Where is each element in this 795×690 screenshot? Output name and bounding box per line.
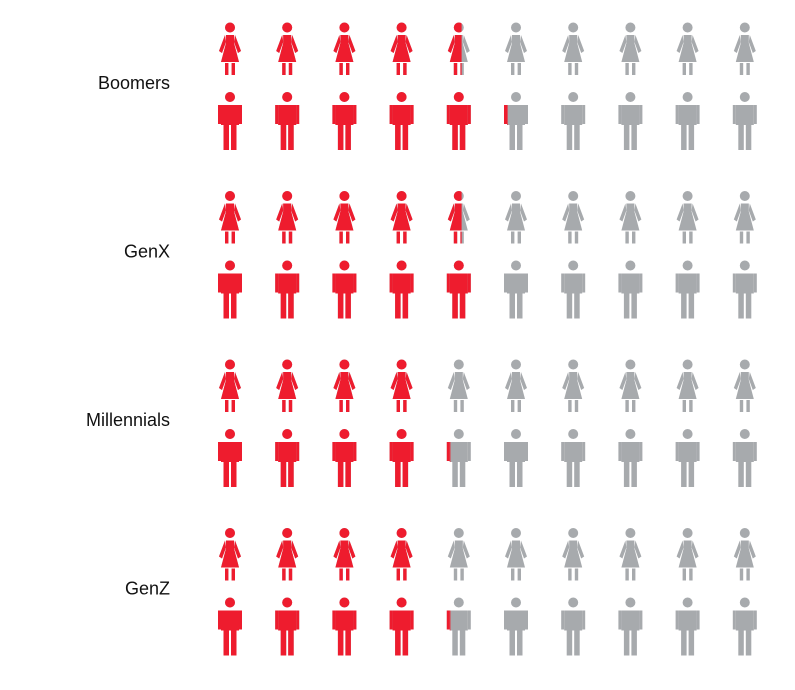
genz-man-icon-6	[504, 597, 528, 656]
millennials-woman-icon-1	[219, 359, 241, 412]
genx-woman-icon-3	[333, 191, 356, 244]
boomers-woman-icon-8	[619, 22, 642, 75]
genx-man-icon-1	[218, 260, 242, 319]
millennials-woman-icon-6	[505, 359, 527, 412]
boomers-man-icon-4	[389, 92, 414, 150]
boomers-woman-icon-7	[562, 22, 585, 75]
boomers-man-icon-3	[332, 92, 357, 150]
millennials-man-icon-1	[218, 429, 242, 487]
genx-man-icon-10	[732, 260, 757, 319]
genz-man-icon-8	[618, 597, 643, 656]
genx-man-icon-5	[446, 260, 471, 319]
genx-woman-icon-10	[733, 191, 756, 244]
genz-woman-icon-3	[333, 528, 356, 581]
genx-man-icon-8	[618, 260, 643, 319]
millennials-woman-icon-8	[619, 359, 642, 412]
genz-woman-icon-2	[276, 528, 299, 581]
millennials-woman-icon-4	[390, 359, 413, 412]
genx-man-icon-9	[675, 260, 700, 319]
genx-woman-icon-7	[562, 191, 585, 244]
genz-woman-icon-1	[219, 528, 241, 581]
genx-woman-icon-6	[505, 191, 527, 244]
genx-man-icon-3	[332, 260, 357, 319]
genz-woman-icon-7	[562, 528, 585, 581]
boomers-woman-icon-4	[390, 22, 413, 75]
genz-woman-icon-9	[676, 528, 699, 581]
millennials-man-icon-10	[732, 429, 757, 487]
genz-man-icon-7	[561, 597, 586, 656]
genx-woman-icon-8	[619, 191, 642, 244]
genx-woman-icon-2	[276, 191, 299, 244]
boomers-woman-icon-10	[733, 22, 756, 75]
genz-man-icon-2	[275, 597, 300, 656]
millennials-woman-icon-3	[333, 359, 356, 412]
millennials-woman-icon-10	[733, 359, 756, 412]
genx-woman-icon-9	[676, 191, 699, 244]
genz-woman-icon-6	[505, 528, 527, 581]
genz-man-icon-9	[675, 597, 700, 656]
millennials-man-icon-8	[618, 429, 643, 487]
group-label-genx: GenX	[124, 242, 170, 262]
boomers-man-icon-9	[675, 92, 700, 150]
boomers-woman-icon-5	[447, 22, 470, 75]
genx-man-icon-6	[504, 260, 528, 319]
genz-woman-icon-8	[619, 528, 642, 581]
boomers-man-icon-7	[561, 92, 586, 150]
boomers-man-icon-6	[504, 92, 528, 150]
millennials-man-icon-2	[275, 429, 300, 487]
millennials-woman-icon-7	[562, 359, 585, 412]
genz-man-icon-10	[732, 597, 757, 656]
genz-woman-icon-4	[390, 528, 413, 581]
boomers-man-icon-1	[218, 92, 242, 150]
genz-man-icon-4	[389, 597, 414, 656]
millennials-woman-icon-2	[276, 359, 299, 412]
boomers-man-icon-5	[446, 92, 471, 150]
genx-woman-icon-5	[447, 191, 470, 244]
genx-man-icon-7	[561, 260, 586, 319]
millennials-man-icon-7	[561, 429, 586, 487]
millennials-woman-icon-9	[676, 359, 699, 412]
boomers-woman-icon-2	[276, 22, 299, 75]
millennials-man-icon-9	[675, 429, 700, 487]
boomers-man-icon-10	[732, 92, 757, 150]
boomers-woman-icon-6	[505, 22, 527, 75]
millennials-man-icon-5	[446, 429, 471, 487]
boomers-man-icon-8	[618, 92, 643, 150]
genx-woman-icon-1	[219, 191, 241, 244]
genz-woman-icon-10	[733, 528, 756, 581]
millennials-man-icon-6	[504, 429, 528, 487]
genx-woman-icon-4	[390, 191, 413, 244]
boomers-woman-icon-1	[219, 22, 241, 75]
genz-man-icon-5	[446, 597, 471, 656]
genz-woman-icon-5	[447, 528, 470, 581]
genx-man-icon-4	[389, 260, 414, 319]
boomers-man-icon-2	[275, 92, 300, 150]
group-label-millennials: Millennials	[86, 410, 170, 430]
boomers-woman-icon-9	[676, 22, 699, 75]
millennials-man-icon-4	[389, 429, 414, 487]
group-label-boomers: Boomers	[98, 73, 170, 93]
group-label-genz: GenZ	[125, 579, 170, 599]
boomers-woman-icon-3	[333, 22, 356, 75]
millennials-man-icon-3	[332, 429, 357, 487]
genx-man-icon-2	[275, 260, 300, 319]
genz-man-icon-1	[218, 597, 242, 656]
genz-man-icon-3	[332, 597, 357, 656]
millennials-woman-icon-5	[447, 359, 470, 412]
